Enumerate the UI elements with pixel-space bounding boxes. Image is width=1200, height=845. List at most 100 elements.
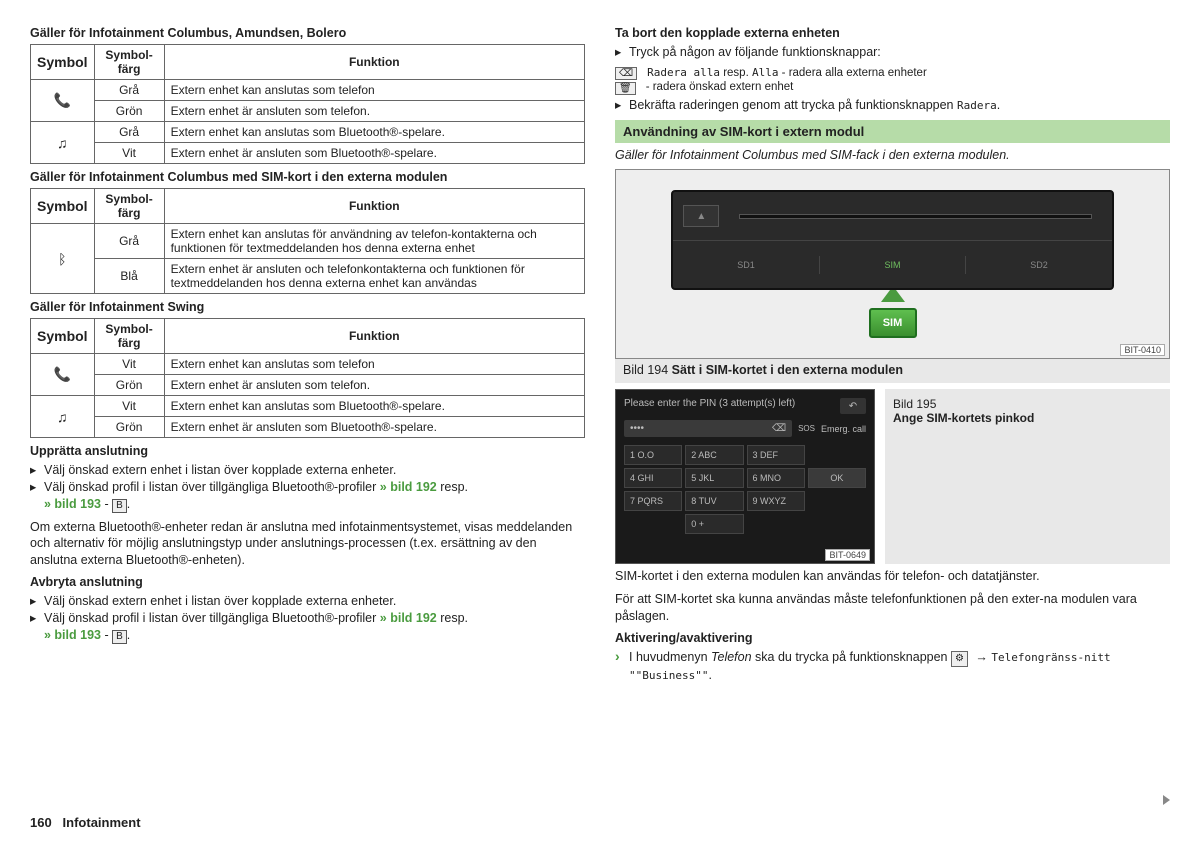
music-icon: ♫ — [31, 396, 95, 438]
delete-all-icon: ⌫ — [615, 67, 637, 80]
pin-screen: Please enter the PIN (3 attempt(s) left)… — [615, 389, 875, 564]
external-module: ▲ SD1 SIM SD2 — [671, 190, 1113, 290]
section-note: Gäller för Infotainment Columbus med SIM… — [615, 147, 1170, 164]
arrow-text: → — [972, 650, 991, 664]
list-item: Välj önskad extern enhet i listan över k… — [30, 593, 585, 609]
sos-label: SOS — [798, 424, 815, 433]
remove-list: Tryck på någon av följande funktionsknap… — [615, 44, 1170, 60]
pin-input[interactable]: •••• ⌫ — [624, 420, 792, 437]
table-cell: Extern enhet kan anslutas som telefon — [164, 80, 584, 101]
table2-caption: Gäller för Infotainment Columbus med SIM… — [30, 170, 585, 184]
key-1[interactable]: 1 O.O — [624, 445, 682, 465]
text: Radera alla resp. Alla - radera alla ext… — [647, 66, 927, 79]
key-9[interactable]: 9 WXYZ — [747, 491, 805, 511]
key-ok[interactable]: OK — [808, 468, 866, 488]
key-5[interactable]: 5 JKL — [685, 468, 743, 488]
gear-icon: ⚙ — [951, 651, 968, 667]
text: . — [127, 628, 130, 642]
figure-195-caption: Bild 195 Ange SIM-kortets pinkod — [885, 389, 1170, 564]
table1-caption: Gäller för Infotainment Columbus, Amunds… — [30, 26, 585, 40]
cd-slot[interactable] — [739, 214, 1091, 219]
table-cell: Grön — [94, 101, 164, 122]
table-cell: Vit — [94, 396, 164, 417]
chapter-title: Infotainment — [63, 815, 141, 830]
table-cell: Extern enhet är ansluten som Bluetooth®-… — [164, 417, 584, 438]
abort-heading: Avbryta anslutning — [30, 575, 585, 589]
phone-icon: 📞 — [31, 80, 95, 122]
right-column: Ta bort den kopplade externa enheten Try… — [615, 20, 1170, 685]
th-color: Symbol-färg — [94, 45, 164, 80]
table3: Symbol Symbol-färg Funktion 📞 Vit Extern… — [30, 318, 585, 438]
table2: Symbol Symbol-färg Funktion ᛒ Grå Extern… — [30, 188, 585, 294]
key-blank — [624, 514, 682, 534]
figure-id: BIT-0649 — [825, 549, 870, 561]
reference-link[interactable]: » bild 193 — [44, 628, 101, 642]
list-item: Välj önskad profil i listan över tillgän… — [30, 479, 585, 512]
text: resp. — [437, 480, 468, 494]
key-3[interactable]: 3 DEF — [747, 445, 805, 465]
key-blank — [747, 514, 805, 534]
key-2[interactable]: 2 ABC — [685, 445, 743, 465]
keypad: 1 O.O 2 ABC 3 DEF 4 GHI 5 JKL 6 MNO OK 7… — [624, 445, 866, 534]
key-6[interactable]: 6 MNO — [747, 468, 805, 488]
text: . — [997, 98, 1000, 112]
table-cell: Extern enhet kan anslutas för användning… — [164, 224, 584, 259]
list-item: Tryck på någon av följande funktionsknap… — [615, 44, 1170, 60]
caption-label: Bild 194 — [623, 363, 668, 377]
caption-text: Ange SIM-kortets pinkod — [893, 411, 1034, 425]
reference-link[interactable]: » bild 192 — [380, 480, 437, 494]
abort-list: Välj önskad extern enhet i listan över k… — [30, 593, 585, 644]
sd2-slot[interactable]: SD2 — [965, 256, 1111, 274]
sim-card-icon: SIM — [869, 308, 917, 338]
text: Välj önskad profil i listan över tillgän… — [44, 480, 380, 494]
trash-icon: 🗑 — [615, 82, 636, 95]
section-heading: Användning av SIM-kort i extern modul — [615, 120, 1170, 143]
device-figure: ▲ SD1 SIM SD2 SIM BIT-0410 — [615, 169, 1170, 359]
figure-194-caption: Bild 194 Sätt i SIM-kortet i den externa… — [615, 357, 1170, 383]
music-icon: ♫ — [31, 122, 95, 164]
figure-id: BIT-0410 — [1120, 344, 1165, 356]
key-7[interactable]: 7 PQRS — [624, 491, 682, 511]
th: Symbol — [31, 189, 95, 224]
phone-icon: 📞 — [31, 354, 95, 396]
back-button[interactable]: ↶ — [840, 398, 866, 414]
text: ska du trycka på funktionsknappen — [752, 650, 951, 664]
caption-text: Sätt i SIM-kortet i den externa modulen — [672, 363, 903, 377]
sim-slot[interactable]: SIM — [819, 256, 965, 274]
table-cell: Extern enhet kan anslutas som Bluetooth®… — [164, 122, 584, 143]
pin-prompt: Please enter the PIN (3 attempt(s) left) — [624, 398, 795, 414]
func-label: Radera — [957, 99, 997, 112]
table-cell: Extern enhet kan anslutas som telefon — [164, 354, 584, 375]
icon-line: ⌫ Radera alla resp. Alla - radera alla e… — [615, 66, 1170, 80]
reference-link[interactable]: » bild 192 — [380, 611, 437, 625]
list-item: Välj önskad profil i listan över tillgän… — [30, 610, 585, 643]
text: . — [127, 497, 130, 511]
figure-194: ▲ SD1 SIM SD2 SIM BIT-0410 Bild 194 Sätt… — [615, 169, 1170, 383]
text: resp. — [720, 67, 752, 79]
table-cell: Vit — [94, 354, 164, 375]
key-8[interactable]: 8 TUV — [685, 491, 743, 511]
table-cell: Extern enhet är ansluten som Bluetooth®-… — [164, 143, 584, 164]
sd1-slot[interactable]: SD1 — [673, 256, 818, 274]
text: Bekräfta raderingen genom att trycka på … — [629, 98, 957, 112]
th-func: Funktion — [164, 45, 584, 80]
func-label: Alla — [752, 66, 779, 79]
th: Funktion — [164, 319, 584, 354]
reference-link[interactable]: » bild 193 — [44, 497, 101, 511]
boxed-letter: B — [112, 499, 127, 513]
table-cell: Grå — [94, 122, 164, 143]
page-number: 160 — [30, 815, 52, 830]
table-cell: Grön — [94, 417, 164, 438]
bluetooth-icon: ᛒ — [31, 224, 95, 294]
key-0[interactable]: 0 + — [685, 514, 743, 534]
text: resp. — [437, 611, 468, 625]
key-blank — [808, 445, 866, 465]
pin-masked: •••• — [630, 423, 644, 434]
eject-button[interactable]: ▲ — [683, 205, 719, 227]
table-cell: Extern enhet kan anslutas som Bluetooth®… — [164, 396, 584, 417]
emergency-call-button[interactable]: Emerg. call — [821, 424, 866, 434]
list-item: Välj önskad extern enhet i listan över k… — [30, 462, 585, 478]
backspace-icon[interactable]: ⌫ — [772, 423, 786, 434]
key-4[interactable]: 4 GHI — [624, 468, 682, 488]
th: Symbol-färg — [94, 189, 164, 224]
